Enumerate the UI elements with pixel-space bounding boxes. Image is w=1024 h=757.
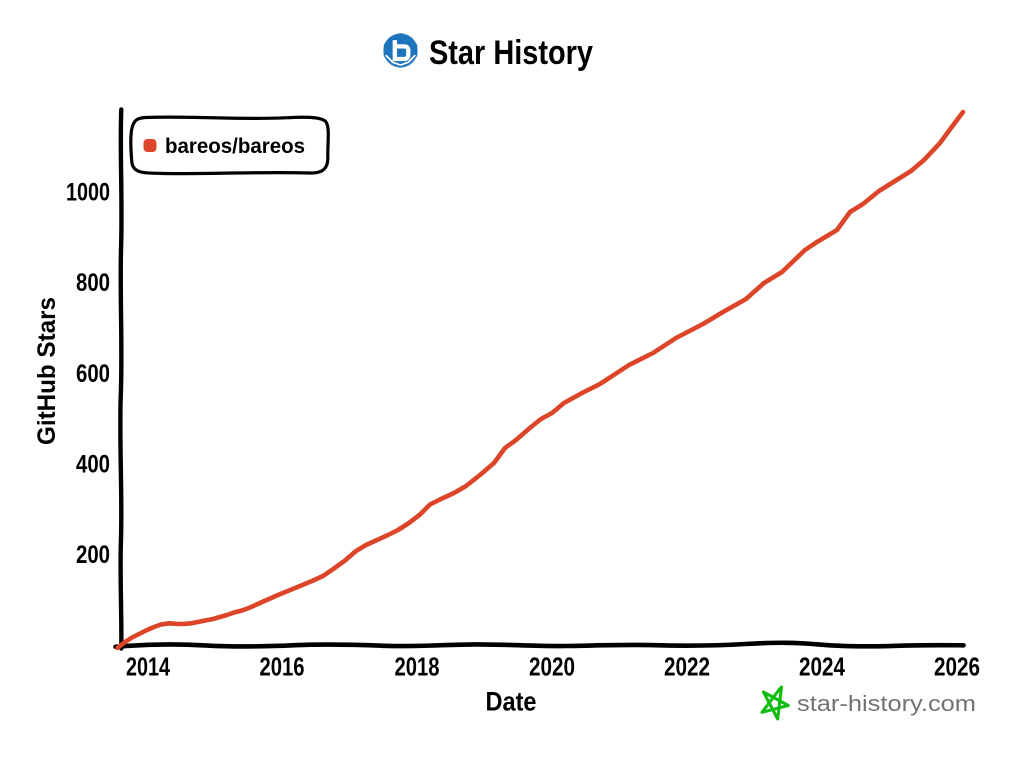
svg-text:800: 800 [76,269,110,297]
svg-text:2014: 2014 [126,652,170,682]
svg-text:600: 600 [76,360,110,388]
svg-text:2024: 2024 [799,652,845,682]
svg-text:2022: 2022 [664,652,710,682]
svg-text:GitHub Stars: GitHub Stars [33,297,61,445]
svg-text:Date: Date [486,687,537,717]
svg-text:2020: 2020 [529,652,575,682]
svg-text:400: 400 [76,451,110,479]
svg-text:200: 200 [76,541,110,569]
svg-text:2016: 2016 [260,652,305,682]
svg-text:bareos/bareos: bareos/bareos [165,134,305,158]
svg-text:star-history.com: star-history.com [797,691,976,716]
svg-text:Star History: Star History [429,34,593,72]
svg-text:1000: 1000 [66,179,110,207]
svg-text:2026: 2026 [934,652,980,682]
svg-text:2018: 2018 [395,652,440,682]
